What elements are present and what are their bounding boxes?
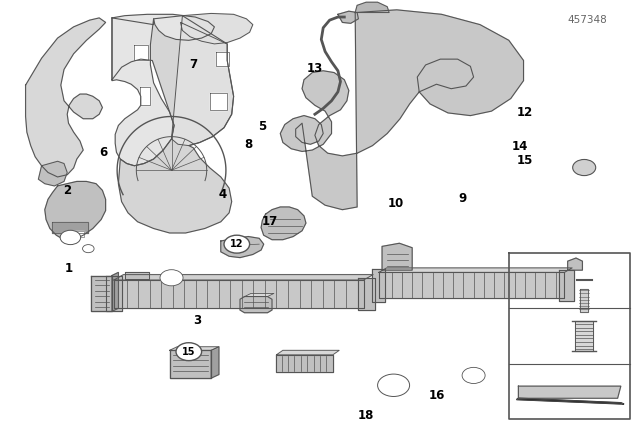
- Circle shape: [60, 230, 81, 245]
- Polygon shape: [276, 350, 339, 355]
- Polygon shape: [91, 276, 112, 311]
- Polygon shape: [112, 14, 214, 166]
- Circle shape: [83, 245, 94, 253]
- Polygon shape: [240, 297, 272, 313]
- Text: 13: 13: [307, 61, 323, 75]
- Text: 17: 17: [262, 215, 278, 228]
- Polygon shape: [134, 45, 148, 60]
- Circle shape: [176, 343, 202, 361]
- Polygon shape: [172, 13, 253, 146]
- Polygon shape: [355, 2, 389, 13]
- Text: 457348: 457348: [568, 15, 607, 25]
- Polygon shape: [379, 272, 564, 298]
- Circle shape: [160, 270, 183, 286]
- Polygon shape: [358, 278, 375, 310]
- Polygon shape: [338, 11, 358, 23]
- Text: 7: 7: [189, 58, 197, 72]
- Polygon shape: [26, 18, 106, 177]
- Polygon shape: [68, 231, 84, 237]
- Text: 2: 2: [63, 184, 71, 197]
- Polygon shape: [211, 347, 219, 378]
- Polygon shape: [221, 237, 264, 258]
- Polygon shape: [568, 258, 582, 270]
- Polygon shape: [382, 243, 412, 270]
- Polygon shape: [140, 87, 150, 105]
- Polygon shape: [559, 270, 574, 301]
- Text: 10: 10: [387, 197, 404, 211]
- Polygon shape: [114, 275, 373, 280]
- Polygon shape: [52, 222, 88, 233]
- Text: 3: 3: [193, 314, 201, 327]
- Text: 14: 14: [511, 140, 528, 154]
- Circle shape: [378, 374, 410, 396]
- Circle shape: [224, 235, 250, 253]
- Circle shape: [573, 159, 596, 176]
- Polygon shape: [106, 276, 122, 311]
- Polygon shape: [580, 289, 588, 312]
- Text: 15: 15: [516, 154, 533, 167]
- Polygon shape: [575, 322, 593, 350]
- Text: 6: 6: [100, 146, 108, 159]
- Text: 8: 8: [244, 138, 252, 151]
- Text: 12: 12: [230, 239, 244, 249]
- Polygon shape: [216, 52, 229, 66]
- Polygon shape: [372, 269, 385, 302]
- Polygon shape: [518, 386, 621, 398]
- Polygon shape: [112, 16, 234, 233]
- Polygon shape: [38, 161, 67, 186]
- Polygon shape: [379, 268, 572, 272]
- Polygon shape: [210, 93, 227, 110]
- Polygon shape: [516, 398, 624, 404]
- Text: 1: 1: [65, 262, 72, 276]
- Polygon shape: [114, 280, 364, 308]
- Polygon shape: [125, 272, 149, 279]
- Polygon shape: [244, 293, 274, 297]
- Text: 18: 18: [358, 409, 374, 422]
- Polygon shape: [261, 207, 306, 240]
- Text: 4: 4: [219, 188, 227, 202]
- Polygon shape: [280, 10, 524, 210]
- Text: 5: 5: [259, 120, 266, 133]
- Polygon shape: [276, 355, 333, 372]
- Text: 9: 9: [458, 191, 466, 205]
- Text: 12: 12: [516, 105, 533, 119]
- Polygon shape: [112, 272, 118, 311]
- Polygon shape: [45, 181, 106, 240]
- Polygon shape: [170, 347, 219, 350]
- Circle shape: [462, 367, 485, 383]
- Text: 15: 15: [182, 347, 196, 357]
- Text: 16: 16: [428, 388, 445, 402]
- Polygon shape: [170, 350, 211, 378]
